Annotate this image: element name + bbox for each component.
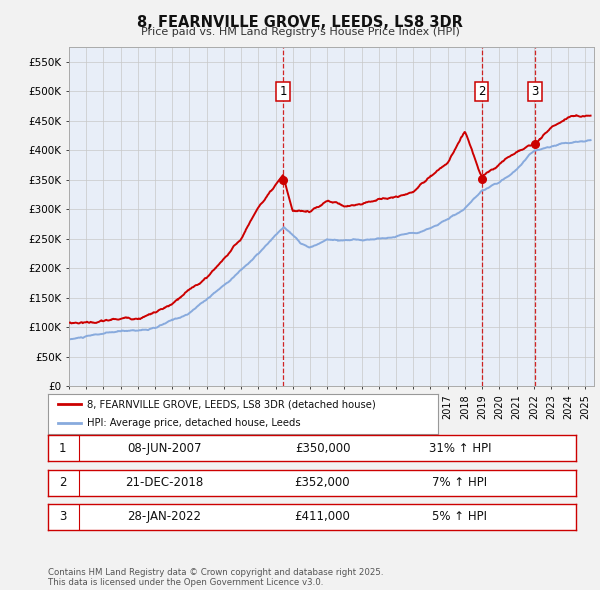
Text: 3: 3 — [59, 510, 67, 523]
Text: 2: 2 — [59, 476, 67, 489]
Text: 1: 1 — [280, 85, 287, 98]
Text: 3: 3 — [532, 85, 539, 98]
Text: 7% ↑ HPI: 7% ↑ HPI — [432, 476, 487, 489]
Text: £411,000: £411,000 — [295, 510, 350, 523]
Text: 8, FEARNVILLE GROVE, LEEDS, LS8 3DR: 8, FEARNVILLE GROVE, LEEDS, LS8 3DR — [137, 15, 463, 30]
Text: £352,000: £352,000 — [295, 476, 350, 489]
Text: 5% ↑ HPI: 5% ↑ HPI — [433, 510, 487, 523]
Text: 2: 2 — [478, 85, 485, 98]
Text: 31% ↑ HPI: 31% ↑ HPI — [428, 442, 491, 455]
Text: 1: 1 — [59, 442, 67, 455]
Text: 8, FEARNVILLE GROVE, LEEDS, LS8 3DR (detached house): 8, FEARNVILLE GROVE, LEEDS, LS8 3DR (det… — [87, 400, 376, 410]
Text: £350,000: £350,000 — [295, 442, 350, 455]
Text: 28-JAN-2022: 28-JAN-2022 — [127, 510, 201, 523]
Text: 08-JUN-2007: 08-JUN-2007 — [127, 442, 202, 455]
Text: Price paid vs. HM Land Registry's House Price Index (HPI): Price paid vs. HM Land Registry's House … — [140, 27, 460, 37]
Text: HPI: Average price, detached house, Leeds: HPI: Average price, detached house, Leed… — [87, 418, 301, 428]
Text: Contains HM Land Registry data © Crown copyright and database right 2025.
This d: Contains HM Land Registry data © Crown c… — [48, 568, 383, 587]
Text: 21-DEC-2018: 21-DEC-2018 — [125, 476, 203, 489]
